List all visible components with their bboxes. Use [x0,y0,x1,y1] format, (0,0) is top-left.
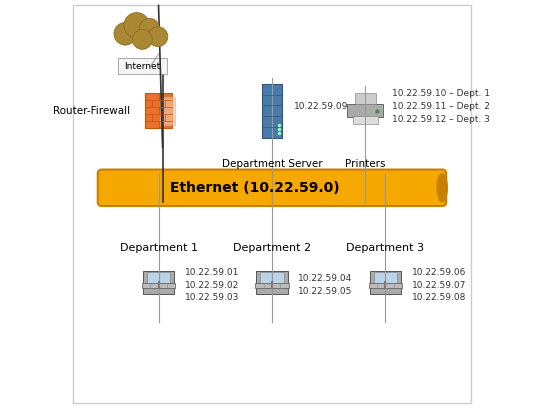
FancyBboxPatch shape [353,116,378,124]
FancyBboxPatch shape [142,283,175,288]
FancyBboxPatch shape [369,283,402,288]
FancyBboxPatch shape [143,271,174,293]
Circle shape [132,29,152,49]
FancyBboxPatch shape [260,272,284,286]
FancyBboxPatch shape [98,170,446,206]
FancyBboxPatch shape [370,271,401,293]
FancyBboxPatch shape [147,272,170,286]
Text: Printers: Printers [345,160,386,169]
Text: Department 2: Department 2 [233,243,311,253]
Circle shape [139,18,159,38]
Text: Department Server: Department Server [222,160,322,169]
FancyBboxPatch shape [355,93,376,104]
FancyBboxPatch shape [145,93,172,129]
Circle shape [124,13,150,38]
Text: 10.22.59.01
10.22.59.02
10.22.59.03: 10.22.59.01 10.22.59.02 10.22.59.03 [185,268,239,302]
FancyBboxPatch shape [262,84,282,137]
Text: Router-Firewall: Router-Firewall [53,106,130,116]
FancyBboxPatch shape [256,271,288,293]
FancyBboxPatch shape [73,5,471,403]
FancyBboxPatch shape [374,272,397,286]
Text: Department 1: Department 1 [120,243,197,253]
Circle shape [114,22,137,45]
FancyBboxPatch shape [118,58,166,74]
Text: Internet: Internet [124,62,160,71]
Text: 10.22.59.09: 10.22.59.09 [294,102,349,111]
FancyBboxPatch shape [160,97,175,125]
Text: 10.22.59.06
10.22.59.07
10.22.59.08: 10.22.59.06 10.22.59.07 10.22.59.08 [412,268,466,302]
Text: Department 3: Department 3 [347,243,424,253]
Circle shape [148,27,168,47]
FancyBboxPatch shape [255,283,289,288]
Text: 10.22.59.10 – Dept. 1
10.22.59.11 – Dept. 2
10.22.59.12 – Dept. 3: 10.22.59.10 – Dept. 1 10.22.59.11 – Dept… [392,89,490,124]
Text: 10.22.59.04
10.22.59.05: 10.22.59.04 10.22.59.05 [298,274,353,296]
Ellipse shape [437,174,447,202]
FancyBboxPatch shape [348,104,383,118]
Text: Ethernet (10.22.59.0): Ethernet (10.22.59.0) [170,181,340,195]
